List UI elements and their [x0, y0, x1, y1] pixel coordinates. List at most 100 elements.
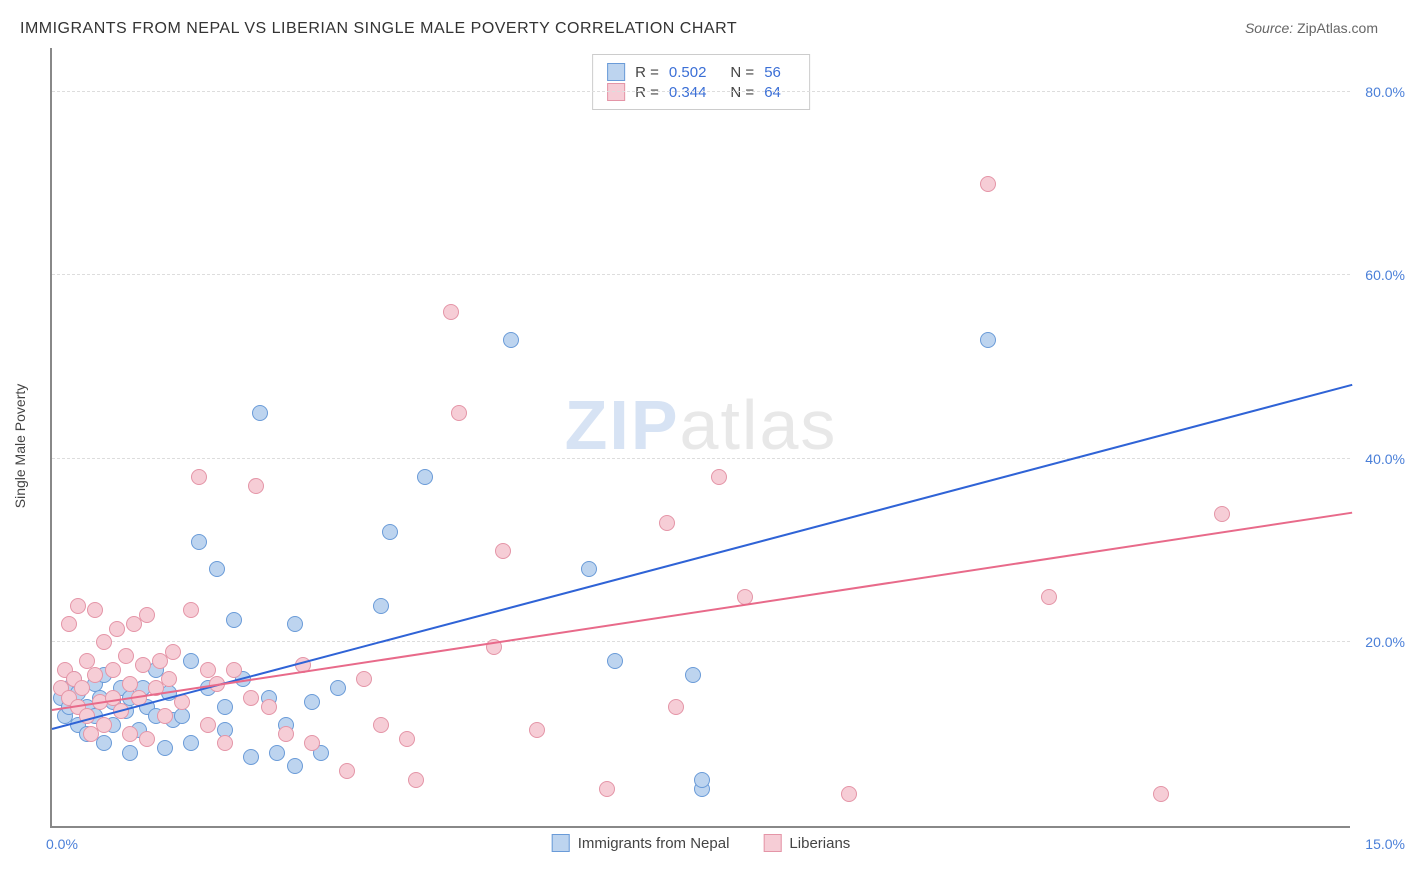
scatter-point [191, 469, 207, 485]
plot-area: ZIPatlas R = 0.502 N = 56 R = 0.344 N = … [50, 48, 1350, 828]
scatter-point [659, 515, 675, 531]
y-tick-label: 40.0% [1365, 451, 1405, 467]
scatter-point [165, 644, 181, 660]
bottom-legend-item-0: Immigrants from Nepal [552, 834, 730, 852]
scatter-point [252, 405, 268, 421]
scatter-point [96, 717, 112, 733]
y-tick-label: 80.0% [1365, 84, 1405, 100]
chart-title: IMMIGRANTS FROM NEPAL VS LIBERIAN SINGLE… [20, 20, 737, 38]
r-value-0: 0.502 [669, 64, 707, 81]
scatter-point [287, 758, 303, 774]
legend-row-series-0: R = 0.502 N = 56 [607, 63, 795, 81]
scatter-point [217, 699, 233, 715]
trend-line [52, 512, 1352, 711]
n-label-0: N = [730, 64, 754, 81]
x-tick-label: 15.0% [1365, 836, 1405, 852]
scatter-point [278, 726, 294, 742]
scatter-point [157, 740, 173, 756]
scatter-point [330, 680, 346, 696]
y-axis-title: Single Male Poverty [12, 384, 28, 509]
scatter-point [183, 653, 199, 669]
scatter-point [607, 653, 623, 669]
scatter-point [417, 469, 433, 485]
scatter-point [287, 616, 303, 632]
scatter-point [226, 612, 242, 628]
scatter-point [304, 735, 320, 751]
legend-swatch-series-0 [607, 63, 625, 81]
scatter-point [200, 717, 216, 733]
source-attribution: Source: ZipAtlas.com [1245, 20, 1378, 36]
scatter-point [529, 722, 545, 738]
scatter-point [841, 786, 857, 802]
r-label-0: R = [635, 64, 659, 81]
x-tick-label: 0.0% [46, 836, 78, 852]
scatter-point [139, 607, 155, 623]
scatter-point [694, 772, 710, 788]
scatter-point [248, 478, 264, 494]
scatter-point [122, 726, 138, 742]
scatter-point [191, 534, 207, 550]
scatter-point [96, 634, 112, 650]
scatter-point [70, 598, 86, 614]
y-tick-label: 20.0% [1365, 634, 1405, 650]
scatter-point [139, 731, 155, 747]
scatter-point [356, 671, 372, 687]
bottom-label-0: Immigrants from Nepal [578, 835, 730, 852]
scatter-point [269, 745, 285, 761]
scatter-point [373, 717, 389, 733]
scatter-point [118, 648, 134, 664]
scatter-point [581, 561, 597, 577]
trend-line [52, 384, 1353, 730]
scatter-point [382, 524, 398, 540]
gridline [52, 274, 1350, 275]
n-value-1: 64 [764, 84, 781, 101]
watermark: ZIPatlas [565, 385, 838, 465]
n-label-1: N = [730, 84, 754, 101]
scatter-point [980, 176, 996, 192]
scatter-point [157, 708, 173, 724]
scatter-point [339, 763, 355, 779]
bottom-swatch-0 [552, 834, 570, 852]
bottom-legend-item-1: Liberians [763, 834, 850, 852]
scatter-point [503, 332, 519, 348]
scatter-point [243, 690, 259, 706]
scatter-point [1214, 506, 1230, 522]
scatter-point [226, 662, 242, 678]
scatter-point [1153, 786, 1169, 802]
scatter-point [243, 749, 259, 765]
gridline [52, 641, 1350, 642]
y-tick-label: 60.0% [1365, 267, 1405, 283]
scatter-point [183, 602, 199, 618]
watermark-part2: atlas [680, 386, 838, 464]
scatter-point [304, 694, 320, 710]
scatter-point [61, 616, 77, 632]
scatter-point [443, 304, 459, 320]
scatter-point [373, 598, 389, 614]
scatter-point [1041, 589, 1057, 605]
source-label: Source: [1245, 20, 1293, 36]
scatter-point [408, 772, 424, 788]
scatter-point [74, 680, 90, 696]
scatter-point [217, 735, 233, 751]
gridline [52, 91, 1350, 92]
legend-swatch-series-1 [607, 83, 625, 101]
gridline [52, 458, 1350, 459]
source-name: ZipAtlas.com [1297, 20, 1378, 36]
bottom-legend: Immigrants from Nepal Liberians [552, 834, 851, 852]
scatter-point [599, 781, 615, 797]
scatter-point [685, 667, 701, 683]
n-value-0: 56 [764, 64, 781, 81]
scatter-point [109, 621, 125, 637]
scatter-point [105, 662, 121, 678]
bottom-swatch-1 [763, 834, 781, 852]
correlation-legend: R = 0.502 N = 56 R = 0.344 N = 64 [592, 54, 810, 110]
r-label-1: R = [635, 84, 659, 101]
scatter-point [96, 735, 112, 751]
scatter-point [261, 699, 277, 715]
scatter-point [495, 543, 511, 559]
scatter-point [209, 561, 225, 577]
r-value-1: 0.344 [669, 84, 707, 101]
scatter-point [174, 708, 190, 724]
scatter-point [980, 332, 996, 348]
scatter-point [122, 745, 138, 761]
